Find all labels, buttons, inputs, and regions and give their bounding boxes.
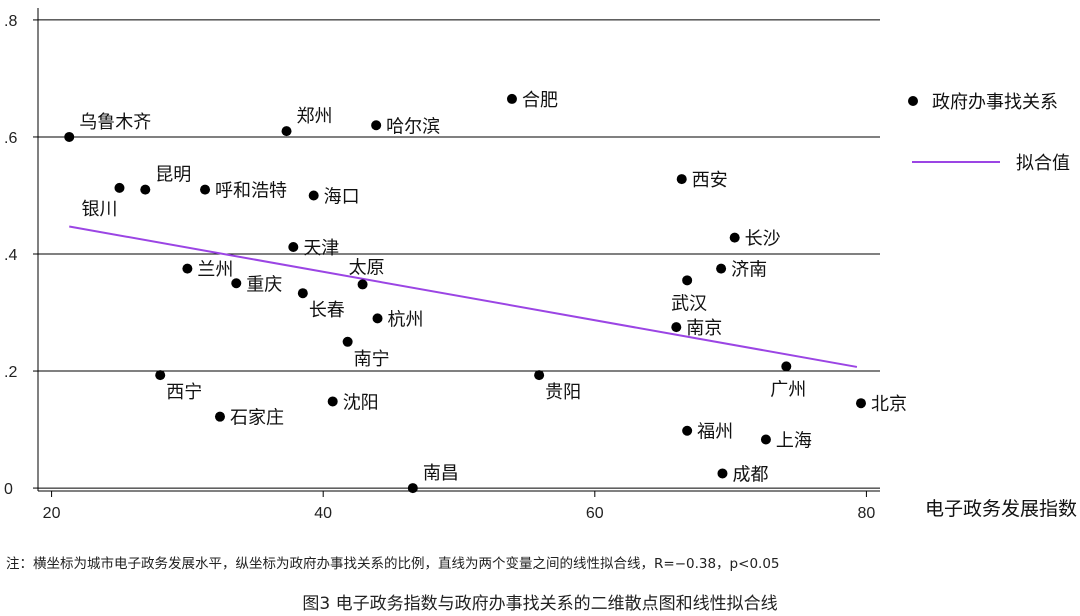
point-label: 福州 — [697, 422, 733, 443]
data-point — [182, 263, 193, 274]
chart-note: 注：横坐标为城市电子政务发展水平，纵坐标为政府办事找关系的比例，直线为两个变量之… — [6, 556, 780, 572]
point-label: 南昌 — [423, 463, 459, 484]
point-label: 沈阳 — [343, 392, 379, 413]
data-point — [534, 370, 545, 381]
point-label: 合肥 — [522, 90, 558, 111]
point-label: 南宁 — [354, 349, 390, 370]
point-label: 长沙 — [745, 229, 781, 250]
point-label: 兰州 — [197, 260, 233, 281]
data-point — [342, 336, 353, 347]
point-label: 济南 — [731, 260, 767, 281]
x-tick-label: 60 — [586, 505, 604, 522]
point-label: 西宁 — [166, 382, 202, 403]
data-point — [372, 313, 383, 324]
y-tick-label: .8 — [4, 13, 17, 30]
y-tick-label: .2 — [4, 364, 17, 381]
x-tick-label: 40 — [314, 505, 332, 522]
data-point — [281, 126, 292, 137]
data-point — [729, 232, 740, 243]
data-point — [671, 322, 682, 333]
point-label: 成都 — [732, 464, 768, 485]
data-point — [155, 370, 166, 381]
x-tick-label: 80 — [858, 505, 876, 522]
legend-label: 拟合值 — [1016, 153, 1070, 174]
y-tick-label: .4 — [4, 247, 17, 264]
data-point — [64, 131, 75, 142]
point-label: 贵阳 — [545, 382, 581, 403]
point-label: 广州 — [770, 379, 806, 400]
point-label: 长春 — [309, 300, 345, 321]
point-label: 上海 — [776, 431, 812, 452]
data-point — [371, 120, 382, 131]
point-label: 银川 — [81, 199, 117, 220]
point-label: 海口 — [324, 186, 360, 207]
point-label: 昆明 — [155, 165, 191, 186]
y-tick-label: .6 — [4, 130, 17, 147]
data-point — [231, 278, 242, 289]
data-point — [407, 483, 418, 494]
data-point — [781, 361, 792, 372]
y-tick-label: 0 — [4, 481, 13, 498]
data-point — [297, 288, 308, 299]
point-label: 重庆 — [246, 274, 282, 295]
point-label: 北京 — [871, 394, 907, 415]
legend-label: 政府办事找关系 — [932, 92, 1058, 113]
point-label: 杭州 — [388, 309, 424, 330]
point-label: 南京 — [686, 318, 722, 339]
data-point — [327, 396, 338, 407]
point-label: 天津 — [303, 238, 339, 259]
point-label: 哈尔滨 — [386, 116, 440, 137]
x-tick-label: 20 — [43, 505, 61, 522]
data-point — [114, 182, 125, 193]
point-label: 西安 — [692, 170, 728, 191]
figure-caption: 图3 电子政务指数与政府办事找关系的二维散点图和线性拟合线 — [302, 594, 778, 614]
data-point — [676, 174, 687, 185]
point-label: 太原 — [349, 257, 385, 278]
data-point — [855, 398, 866, 409]
x-axis-title: 电子政务发展指数 — [925, 498, 1077, 520]
fit-line — [69, 225, 858, 368]
point-label: 武汉 — [671, 293, 707, 314]
data-point — [717, 468, 728, 479]
point-label: 石家庄 — [230, 408, 284, 429]
scatter-chart: 0 .2 .4 .6 .8 20 40 60 80 电子政务发展指数 乌鲁木齐 郑州 哈尔滨 合肥昆明银川… — [4, 8, 1077, 522]
data-point — [716, 263, 727, 274]
data-point — [682, 275, 693, 286]
data-point — [682, 425, 693, 436]
data-point — [140, 184, 151, 195]
data-point — [288, 241, 299, 252]
data-point — [214, 411, 225, 422]
point-label: 郑州 — [297, 106, 333, 127]
data-point — [760, 434, 771, 445]
legend-marker — [908, 96, 918, 106]
data-point — [308, 190, 319, 201]
point-label: 乌鲁木齐 — [79, 112, 151, 133]
point-label: 呼和浩特 — [215, 181, 287, 202]
data-point — [200, 184, 211, 195]
data-point — [506, 93, 517, 104]
data-point — [357, 279, 368, 290]
